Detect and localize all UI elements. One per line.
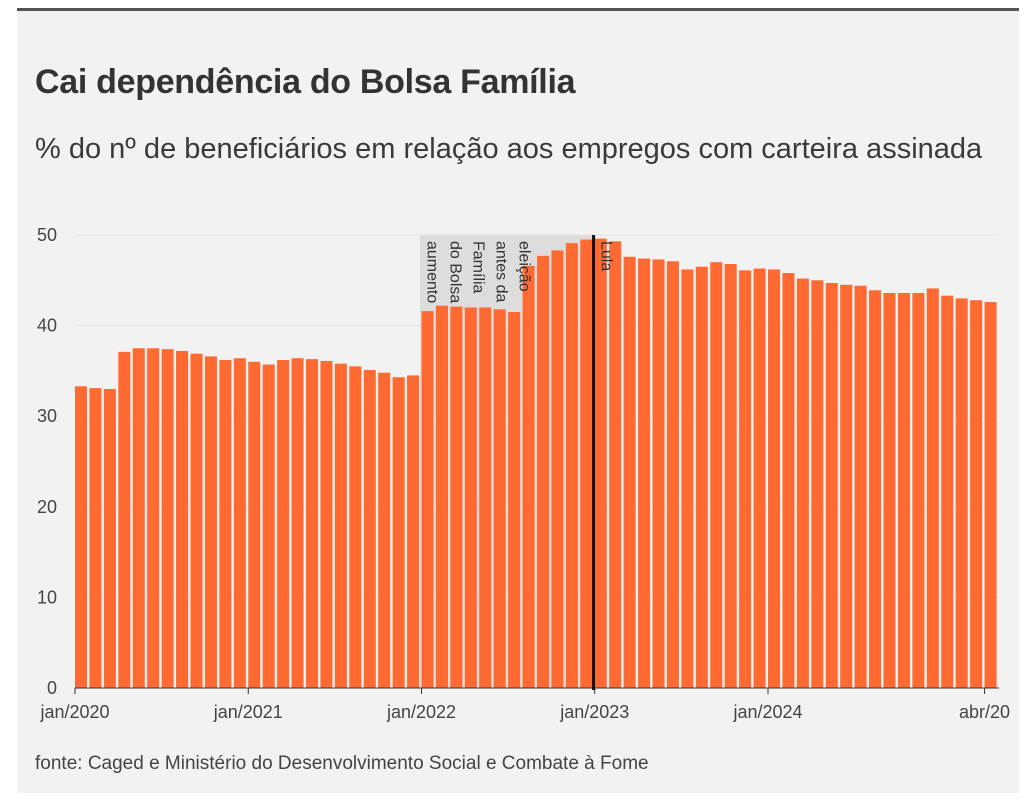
bar: [320, 360, 333, 688]
bar: [233, 358, 246, 688]
x-tick-label: jan/2024: [732, 702, 802, 722]
y-tick-label: 0: [47, 678, 57, 698]
bar: [710, 262, 723, 688]
bar: [75, 386, 88, 688]
bar: [796, 278, 809, 688]
bar: [176, 350, 189, 688]
bar: [609, 241, 622, 689]
bar: [652, 259, 665, 688]
bar: [248, 361, 261, 688]
x-tick-label: jan/2020: [39, 702, 109, 722]
bar: [623, 256, 636, 688]
bar: [89, 388, 102, 688]
bar: [103, 389, 116, 688]
annotation-shade: [420, 235, 595, 688]
bar: [334, 363, 347, 688]
y-tick-label: 50: [37, 225, 57, 245]
bar: [984, 302, 997, 688]
bar-chart: 0 10 20 30 40 50 jan/2020 jan/2021 jan/2022 jan/2…: [37, 225, 1010, 722]
bar: [840, 284, 853, 688]
bar: [204, 356, 217, 688]
bar: [190, 353, 203, 688]
bar: [955, 298, 968, 688]
x-tick-label: abr/20: [959, 702, 1010, 722]
bar: [450, 306, 463, 688]
bar: [147, 348, 160, 688]
bar: [378, 372, 391, 688]
bar: [435, 305, 448, 688]
bar: [941, 295, 954, 688]
bar: [277, 360, 290, 688]
bar: [551, 250, 564, 689]
bar: [219, 360, 232, 688]
y-tick-label: 40: [37, 316, 57, 336]
bar: [854, 285, 867, 688]
x-tick-label: jan/2021: [213, 702, 283, 722]
source-note: fonte: Caged e Ministério do Desenvolvim…: [35, 753, 649, 774]
x-tick-label: jan/2023: [559, 702, 629, 722]
y-tick-label: 30: [37, 406, 57, 426]
bar: [666, 261, 679, 688]
bar: [291, 358, 304, 688]
lula-marker-label: Lula: [598, 241, 615, 271]
bar: [118, 351, 131, 688]
chart-subtitle: % do nº de beneficiários em relação aos …: [35, 133, 983, 165]
bar: [522, 265, 535, 688]
chart-card: Cai dependência do Bolsa Família % do nº…: [17, 8, 1019, 793]
bar: [407, 375, 420, 688]
bar: [768, 269, 781, 688]
bar: [753, 268, 766, 688]
bar: [869, 290, 882, 688]
annotation-text-line: eleição: [516, 241, 533, 292]
bar: [537, 255, 550, 688]
annotation-text-line: do Bolsa: [447, 241, 464, 303]
annotation-text-line: aumento: [424, 241, 441, 303]
y-tick-label: 20: [37, 497, 57, 517]
bar: [349, 366, 362, 688]
bar: [580, 239, 593, 688]
bar: [493, 309, 506, 688]
annotation-text-line: Família: [470, 241, 487, 294]
chart-title: Cai dependência do Bolsa Família: [35, 63, 576, 101]
bar: [970, 300, 983, 688]
annotation-text-line: antes da: [493, 241, 510, 302]
bar: [161, 349, 174, 688]
bar: [392, 377, 405, 688]
bar: [782, 273, 795, 688]
y-tick-label: 10: [37, 587, 57, 607]
bar: [695, 266, 708, 688]
bar: [739, 270, 752, 688]
bar: [421, 311, 434, 688]
bar: [897, 292, 910, 688]
bar: [825, 283, 838, 688]
bar: [479, 307, 492, 688]
bar: [883, 292, 896, 688]
bar: [638, 258, 651, 688]
bar: [594, 238, 607, 688]
x-tick-label: jan/2022: [386, 702, 456, 722]
bar: [262, 364, 275, 688]
bar: [363, 369, 376, 688]
bar: [508, 312, 521, 688]
bar: [565, 243, 578, 689]
bar: [464, 307, 477, 688]
bar: [912, 292, 925, 688]
bar: [811, 280, 824, 688]
bar: [306, 359, 319, 688]
bar: [681, 269, 694, 688]
bar: [724, 263, 737, 688]
bar: [132, 348, 145, 688]
bar: [926, 288, 939, 688]
